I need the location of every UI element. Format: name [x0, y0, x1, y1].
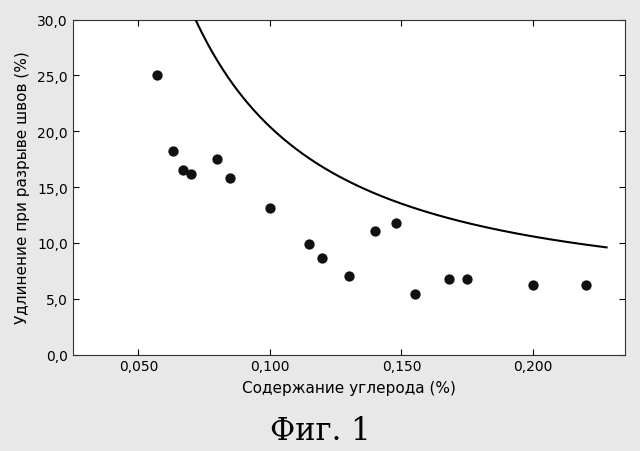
Point	[304, 241, 314, 248]
Point	[410, 291, 420, 298]
Point	[462, 276, 472, 283]
X-axis label: Содержание углерода (%): Содержание углерода (%)	[242, 381, 456, 396]
Point	[178, 167, 188, 175]
Text: Фиг. 1: Фиг. 1	[269, 415, 371, 446]
Point	[344, 273, 354, 281]
Point	[168, 148, 178, 156]
Point	[391, 220, 401, 227]
Point	[225, 175, 236, 182]
Point	[265, 205, 275, 212]
Point	[186, 170, 196, 178]
Point	[528, 282, 538, 289]
Point	[444, 276, 454, 283]
Point	[152, 73, 162, 80]
Point	[212, 156, 222, 163]
Y-axis label: Удлинение при разрыве швов (%): Удлинение при разрыве швов (%)	[15, 51, 30, 324]
Point	[317, 255, 328, 262]
Point	[580, 282, 591, 289]
Point	[370, 227, 380, 235]
